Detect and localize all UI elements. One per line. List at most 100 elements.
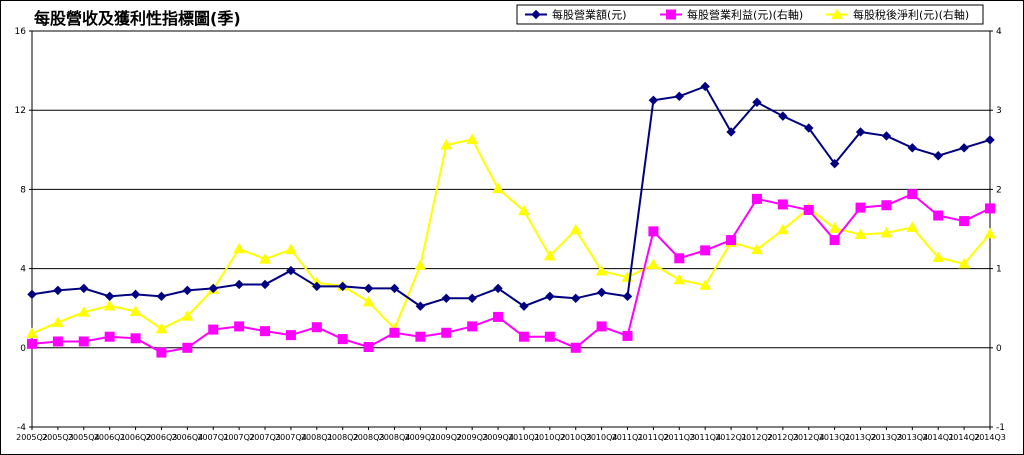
data-point (752, 97, 762, 107)
data-point (985, 203, 995, 214)
x-tick-label: 2011Q3 (663, 433, 695, 442)
data-point (545, 291, 555, 302)
x-tick-label: 2008Q3 (353, 433, 385, 442)
data-point (700, 81, 710, 92)
series-line (31, 85, 991, 308)
data-point (648, 226, 659, 237)
data-point (52, 336, 63, 347)
series-1 (27, 81, 995, 311)
legend-swatch-marker (666, 9, 676, 20)
data-point (182, 285, 193, 296)
data-point (130, 289, 141, 300)
left-tick-label: 0 (20, 344, 26, 354)
x-tick-label: 2011Q2 (638, 433, 670, 442)
data-point (286, 265, 296, 276)
data-point (414, 259, 427, 270)
x-tick-label: 2008Q2 (327, 433, 359, 442)
data-point (466, 133, 479, 145)
data-point (569, 223, 582, 235)
data-point (129, 305, 142, 316)
data-point (959, 143, 969, 153)
data-point (467, 321, 478, 332)
right-tick-label: 3 (996, 106, 1002, 116)
legend-box (516, 4, 984, 25)
data-point (622, 291, 633, 302)
x-tick-label: 2006Q2 (120, 433, 152, 442)
data-point (467, 293, 477, 304)
data-point (311, 322, 322, 333)
x-tick-label: 2009Q1 (405, 433, 437, 442)
x-tick-label: 2011Q1 (612, 433, 644, 442)
data-point (415, 331, 426, 342)
data-point (778, 111, 788, 121)
data-point (389, 283, 400, 294)
right-tick-label: -1 (996, 423, 1005, 433)
data-point (543, 249, 556, 261)
data-point (234, 279, 244, 290)
data-point (958, 257, 970, 269)
x-tick-label: 2014Q2 (948, 433, 980, 442)
data-point (854, 228, 867, 240)
series-line (31, 138, 991, 335)
x-tick-label: 2008Q1 (301, 433, 333, 442)
x-tick-label: 2013Q4 (896, 433, 928, 442)
legend-swatch-marker (531, 9, 541, 20)
data-point (777, 223, 789, 235)
right-tick-label: 4 (996, 27, 1002, 37)
data-point (673, 273, 686, 285)
data-point (130, 333, 141, 344)
data-point (596, 287, 607, 298)
grid-layer (32, 30, 990, 428)
data-point (103, 299, 116, 311)
right-tick-label: 0 (996, 344, 1002, 354)
data-point (415, 301, 426, 311)
data-point (674, 253, 685, 264)
x-tick-label: 2009Q4 (482, 433, 514, 442)
data-point (751, 243, 763, 255)
x-tick-label: 2012Q2 (741, 433, 773, 442)
x-tick-label: 2012Q3 (767, 433, 799, 442)
series-2 (27, 189, 995, 358)
x-tick-label: 2014Q1 (922, 433, 954, 442)
legend: 每股營業額(元) 每股營業利益(元)(右軸) 每股稅後淨利(元)(右軸) (516, 4, 984, 25)
data-point (78, 336, 89, 347)
data-point (27, 289, 37, 300)
data-point (777, 199, 788, 210)
data-point (259, 253, 271, 264)
data-point (493, 283, 503, 294)
right-tick-label: 2 (996, 185, 1002, 195)
left-tick-label: -4 (17, 423, 26, 433)
data-point (518, 204, 530, 216)
data-point (700, 245, 711, 256)
x-tick-label: 2010Q3 (560, 433, 592, 442)
data-point (440, 139, 453, 150)
data-point (182, 342, 193, 353)
data-point (907, 143, 918, 153)
data-point (880, 226, 893, 238)
data-point (441, 293, 451, 304)
data-point (519, 301, 529, 311)
data-point (881, 131, 892, 141)
data-point (337, 281, 348, 292)
x-tick-label: 2010Q4 (586, 433, 618, 442)
data-point (881, 200, 892, 211)
data-point (363, 283, 374, 294)
left-tick-label: 4 (20, 265, 26, 275)
data-point (622, 330, 633, 341)
data-point (570, 342, 581, 353)
data-point (985, 135, 995, 145)
x-tick-label: 2013Q1 (819, 433, 851, 442)
data-point (53, 285, 63, 296)
x-tick-label: 2005Q2 (16, 433, 48, 442)
data-point (699, 279, 712, 290)
data-point (181, 310, 194, 321)
data-point (52, 316, 64, 327)
data-point (77, 306, 90, 317)
x-tick-label: 2007Q1 (197, 433, 229, 442)
x-tick-label: 2012Q4 (793, 433, 825, 442)
data-point (155, 322, 168, 334)
x-tick-label: 2006Q4 (171, 433, 203, 442)
x-tick-label: 2010Q2 (534, 433, 566, 442)
data-point (104, 291, 115, 302)
